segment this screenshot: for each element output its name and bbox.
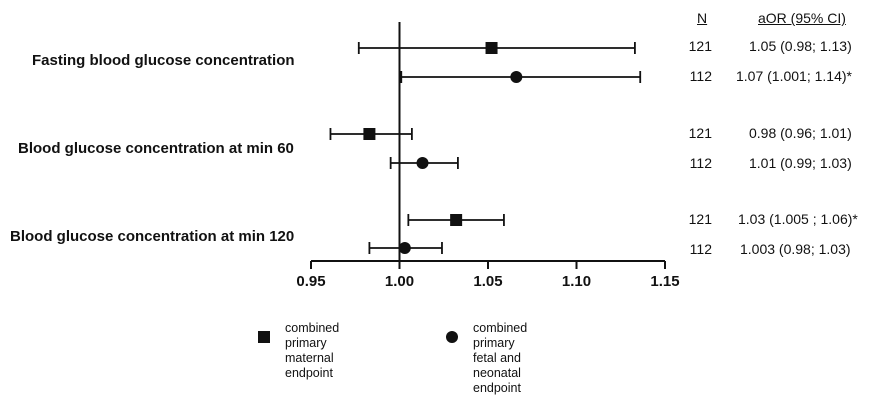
group-label-min60: Blood glucose concentration at min 60 xyxy=(18,140,294,157)
aor-value: 1.003 (0.98; 1.03) xyxy=(740,241,851,257)
group-label-min120: Blood glucose concentration at min 120 xyxy=(10,228,294,245)
point-estimate-square xyxy=(486,42,498,54)
x-tick-label: 0.95 xyxy=(296,273,325,290)
n-value: 112 xyxy=(672,155,712,171)
point-estimate-circle xyxy=(510,71,522,83)
square-marker-icon xyxy=(258,331,270,343)
point-estimate-circle xyxy=(399,242,411,254)
x-tick-label: 1.10 xyxy=(562,273,591,290)
n-value: 112 xyxy=(672,241,712,257)
n-value: 121 xyxy=(672,38,712,54)
group-label-fasting: Fasting blood glucose concentration xyxy=(32,52,295,69)
point-estimate-square xyxy=(363,128,375,140)
legend-text-line: maternal endpoint xyxy=(285,351,339,381)
legend-text-line: combined primary xyxy=(473,321,527,351)
aor-column-header: aOR (95% CI) xyxy=(758,10,846,26)
circle-marker-icon xyxy=(446,331,458,343)
aor-value: 1.03 (1.005 ; 1.06)* xyxy=(738,211,858,227)
n-value: 121 xyxy=(672,125,712,141)
point-estimate-square xyxy=(450,214,462,226)
legend-text-line: fetal and neonatal endpoint xyxy=(473,351,527,396)
x-tick-label: 1.00 xyxy=(385,273,414,290)
aor-value: 1.05 (0.98; 1.13) xyxy=(749,38,852,54)
x-tick-label: 1.05 xyxy=(473,273,502,290)
x-tick-label: 1.15 xyxy=(650,273,679,290)
n-value: 112 xyxy=(672,68,712,84)
aor-value: 1.01 (0.99; 1.03) xyxy=(749,155,852,171)
legend-text-line: combined primary xyxy=(285,321,339,351)
point-estimate-circle xyxy=(417,157,429,169)
n-value: 121 xyxy=(672,211,712,227)
aor-value: 0.98 (0.96; 1.01) xyxy=(749,125,852,141)
n-column-header: N xyxy=(697,10,707,26)
aor-value: 1.07 (1.001; 1.14)* xyxy=(736,68,852,84)
